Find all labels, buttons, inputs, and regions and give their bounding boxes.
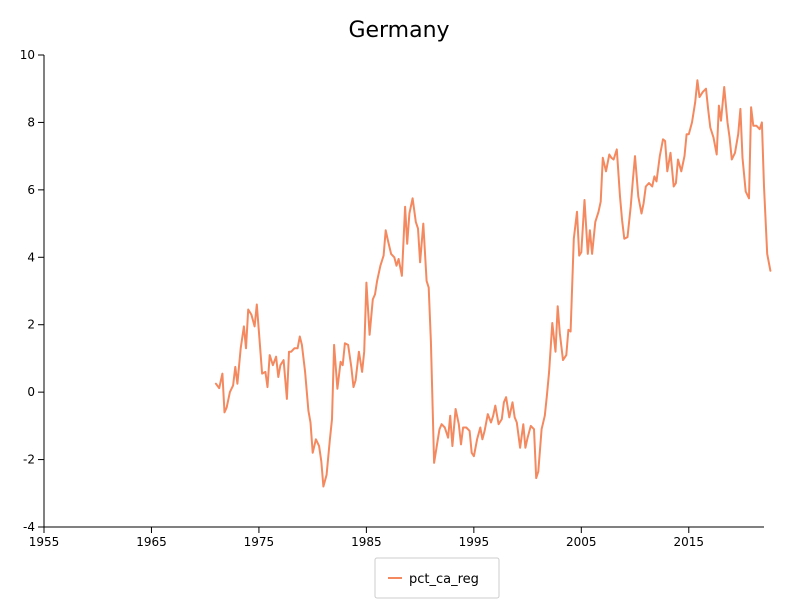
x-tick-label: 2015 [674, 535, 705, 549]
legend: pct_ca_reg [374, 557, 500, 599]
series-line-pct_ca_reg [214, 79, 772, 488]
y-tick-label: 2 [27, 318, 35, 332]
x-tick-label: 1995 [459, 535, 490, 549]
y-tick-label: 0 [27, 385, 35, 399]
x-tick-label: 1975 [244, 535, 275, 549]
y-axis: -4 -2 0 2 4 6 8 10 [20, 48, 45, 534]
x-tick-label: 1955 [29, 535, 60, 549]
x-tick-label: 1985 [351, 535, 382, 549]
y-tick-label: 4 [27, 250, 35, 264]
legend-label: pct_ca_reg [409, 572, 479, 587]
chart-title: Germany [348, 18, 449, 43]
x-axis: 1955 1965 1975 1985 1995 2005 2015 [29, 526, 764, 549]
y-tick-label: -2 [23, 453, 35, 467]
y-tick-label: 6 [27, 183, 35, 197]
y-tick-label: 8 [27, 115, 35, 129]
y-tick-label: -4 [23, 520, 35, 534]
series-layer [214, 79, 772, 488]
y-tick-label: 10 [20, 48, 35, 62]
x-tick-label: 2005 [566, 535, 597, 549]
x-tick-label: 1965 [136, 535, 167, 549]
legend-box [374, 557, 500, 599]
